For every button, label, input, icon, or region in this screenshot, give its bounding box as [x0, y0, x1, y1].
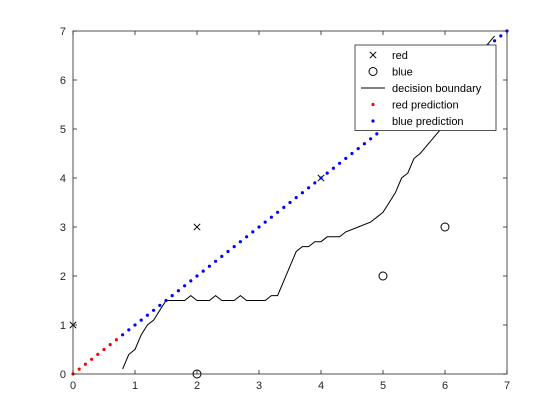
blue-prediction-point	[362, 142, 366, 146]
legend-swatch-red-prediction	[371, 102, 375, 107]
x-tick-label: 0	[70, 380, 76, 392]
y-tick-label: 7	[60, 26, 66, 38]
blue-prediction-point	[269, 215, 273, 219]
blue-prediction-point	[183, 284, 187, 288]
red-prediction-point	[108, 343, 112, 347]
blue-prediction-point	[313, 181, 317, 185]
y-tick-label: 5	[60, 124, 66, 136]
red-prediction-point	[114, 338, 118, 342]
x-tick-label: 7	[504, 380, 510, 392]
blue-prediction-point	[226, 249, 230, 254]
y-tick-label: 1	[60, 320, 66, 332]
y-tick-label: 4	[60, 173, 66, 185]
red-prediction-point	[102, 347, 106, 352]
blue-point	[440, 222, 450, 232]
y-tick-label: 6	[60, 75, 66, 87]
blue-prediction-point	[245, 235, 249, 239]
blue-prediction-point	[331, 166, 335, 170]
legend-swatch-red	[369, 51, 377, 59]
blue-prediction-point	[145, 313, 149, 317]
blue-prediction-point	[152, 308, 156, 312]
blue-prediction-point	[257, 225, 261, 229]
legend-label-blue-prediction: blue prediction	[392, 116, 464, 128]
blue-prediction-point	[133, 323, 137, 327]
legend-label-decision-boundary: decision boundary	[392, 83, 482, 95]
blue-prediction-point	[338, 161, 342, 165]
x-tick-label: 4	[318, 380, 324, 392]
red-prediction-point	[96, 352, 100, 356]
blue-prediction-point	[195, 274, 199, 278]
blue-prediction-point	[288, 200, 292, 205]
decision-boundary-line	[122, 35, 495, 370]
y-tick-label: 3	[60, 222, 66, 234]
legend: red blue decision boundary red prediction bl…	[354, 44, 497, 131]
legend-swatch-blue-prediction	[371, 119, 375, 123]
blue-prediction-point	[263, 220, 267, 224]
blue-prediction-point	[158, 303, 162, 307]
blue-point	[378, 271, 388, 281]
y-tick-label: 0	[60, 369, 66, 381]
blue-prediction-point	[121, 333, 125, 337]
x-tick-label: 5	[380, 380, 386, 392]
red-point	[193, 223, 201, 231]
blue-prediction-point	[375, 132, 379, 136]
axes: 0 1 2 3 4 5 6 7 0 1 2 3 4 5 6 7	[60, 26, 510, 392]
blue-prediction-point	[220, 254, 224, 258]
blue-prediction-point	[238, 240, 242, 244]
x-tick-label: 2	[194, 380, 200, 392]
blue-prediction-point	[282, 205, 286, 209]
legend-swatch-blue	[368, 67, 378, 76]
x-tick-label: 3	[256, 380, 262, 392]
blue-prediction-point	[499, 34, 503, 38]
blue-prediction-point	[319, 176, 323, 180]
blue-prediction-point	[139, 318, 143, 322]
blue-prediction-point	[369, 137, 373, 141]
blue-prediction-point	[350, 151, 354, 156]
blue-prediction-point	[207, 264, 211, 268]
blue-prediction-point	[214, 259, 218, 263]
red-prediction-point	[90, 357, 94, 361]
legend-label-red: red	[392, 50, 408, 62]
blue-prediction-point	[356, 147, 360, 151]
blue-prediction-point	[276, 210, 280, 214]
x-tick-label: 1	[132, 380, 138, 392]
blue-prediction-point	[232, 245, 236, 249]
blue-prediction-point	[344, 156, 348, 160]
legend-label-blue: blue	[392, 67, 413, 79]
axes-box	[72, 30, 508, 375]
blue-prediction-point	[176, 289, 180, 293]
x-tick-label: 6	[442, 380, 448, 392]
blue-prediction-point	[201, 269, 205, 273]
blue-prediction-point	[164, 298, 168, 303]
legend-label-red-prediction: red prediction	[392, 100, 459, 112]
blue-prediction-point	[127, 328, 131, 332]
red-prediction-point	[77, 367, 81, 371]
blue-prediction-point	[170, 294, 174, 298]
blue-prediction-point	[294, 196, 298, 200]
red-prediction-point	[83, 362, 87, 366]
blue-prediction-point	[300, 191, 304, 195]
y-tick-label: 2	[60, 271, 66, 283]
blue-prediction-point	[307, 186, 311, 190]
blue-prediction-point	[251, 230, 255, 234]
blue-prediction-point	[325, 171, 329, 175]
blue-prediction-point	[189, 279, 193, 283]
blue-prediction-point	[493, 39, 497, 43]
